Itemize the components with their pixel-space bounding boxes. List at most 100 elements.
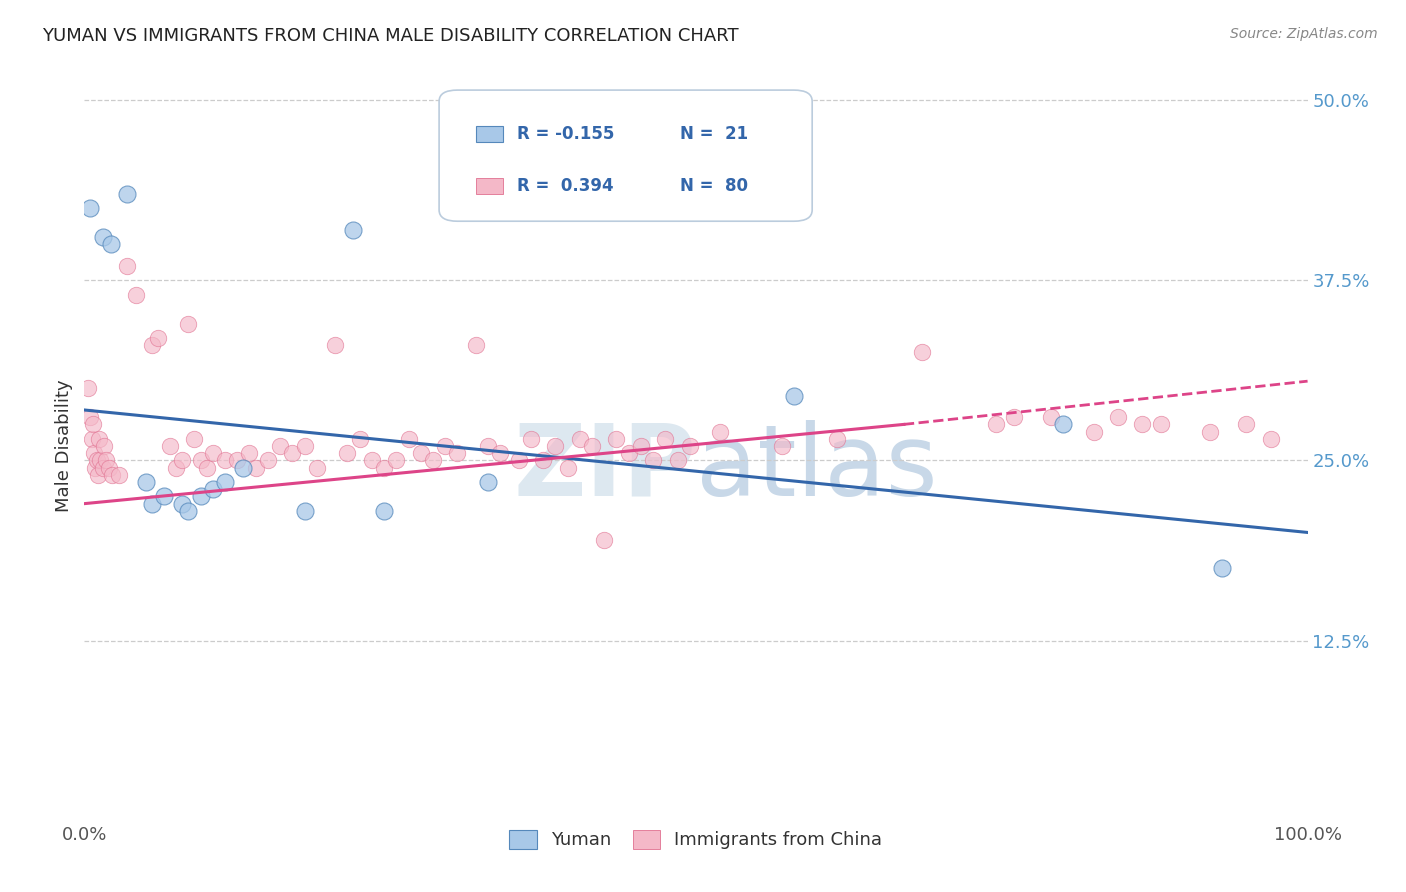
- Point: [1236, 417, 1258, 432]
- Point: [177, 504, 200, 518]
- Point: [183, 432, 205, 446]
- Point: [172, 453, 194, 467]
- Point: [593, 533, 616, 547]
- Point: [172, 497, 194, 511]
- Point: [269, 439, 291, 453]
- Point: [214, 475, 236, 489]
- Point: [679, 439, 702, 453]
- Point: [79, 201, 101, 215]
- Text: atlas: atlas: [696, 420, 938, 517]
- Point: [434, 439, 457, 453]
- Point: [238, 446, 260, 460]
- Point: [349, 432, 371, 446]
- Point: [544, 439, 567, 453]
- Point: [531, 453, 554, 467]
- Point: [336, 446, 359, 460]
- Text: N =  21: N = 21: [681, 125, 748, 143]
- Point: [141, 497, 163, 511]
- Text: ZIP: ZIP: [513, 420, 696, 517]
- Point: [654, 432, 676, 446]
- Point: [77, 381, 100, 395]
- Point: [89, 453, 111, 467]
- Point: [1198, 425, 1220, 439]
- Point: [146, 331, 169, 345]
- FancyBboxPatch shape: [439, 90, 813, 221]
- Text: R = -0.155: R = -0.155: [517, 125, 614, 143]
- Point: [165, 460, 187, 475]
- Point: [911, 345, 934, 359]
- Point: [581, 439, 603, 453]
- Point: [195, 460, 218, 475]
- Text: Source: ZipAtlas.com: Source: ZipAtlas.com: [1230, 27, 1378, 41]
- Point: [984, 417, 1007, 432]
- Point: [86, 453, 108, 467]
- Point: [630, 439, 652, 453]
- Point: [648, 172, 671, 186]
- Point: [101, 467, 124, 482]
- Point: [96, 453, 118, 467]
- Point: [87, 432, 110, 446]
- Point: [1083, 425, 1105, 439]
- Point: [93, 439, 115, 453]
- Point: [80, 432, 103, 446]
- Point: [783, 388, 806, 402]
- Point: [1132, 417, 1154, 432]
- Point: [100, 237, 122, 252]
- Point: [643, 453, 665, 467]
- Point: [477, 475, 499, 489]
- Point: [294, 504, 316, 518]
- Text: R =  0.394: R = 0.394: [517, 178, 614, 195]
- Point: [825, 432, 848, 446]
- Point: [83, 446, 105, 460]
- Point: [709, 425, 731, 439]
- Point: [232, 460, 254, 475]
- Point: [135, 475, 157, 489]
- Point: [1002, 410, 1025, 425]
- Point: [666, 453, 689, 467]
- Point: [125, 287, 148, 301]
- Point: [489, 446, 512, 460]
- Point: [446, 446, 468, 460]
- Point: [141, 338, 163, 352]
- Point: [257, 453, 280, 467]
- Point: [115, 259, 138, 273]
- Point: [1260, 432, 1282, 446]
- Text: YUMAN VS IMMIGRANTS FROM CHINA MALE DISABILITY CORRELATION CHART: YUMAN VS IMMIGRANTS FROM CHINA MALE DISA…: [42, 27, 738, 45]
- Point: [305, 460, 328, 475]
- Point: [605, 432, 627, 446]
- Point: [617, 446, 640, 460]
- Point: [97, 460, 120, 475]
- Point: [770, 439, 793, 453]
- Point: [464, 338, 486, 352]
- Point: [190, 453, 212, 467]
- Point: [294, 439, 316, 453]
- Point: [1107, 410, 1129, 425]
- Point: [422, 453, 444, 467]
- Point: [520, 432, 543, 446]
- Point: [201, 482, 224, 496]
- Point: [1052, 417, 1074, 432]
- Point: [1150, 417, 1173, 432]
- Point: [91, 230, 114, 244]
- Point: [226, 453, 249, 467]
- Point: [477, 439, 499, 453]
- Point: [190, 490, 212, 504]
- Point: [177, 317, 200, 331]
- Point: [159, 439, 181, 453]
- Point: [557, 460, 579, 475]
- Text: N =  80: N = 80: [681, 178, 748, 195]
- Legend: Yuman, Immigrants from China: Yuman, Immigrants from China: [502, 822, 890, 856]
- Point: [281, 446, 304, 460]
- Point: [568, 432, 591, 446]
- Point: [409, 446, 432, 460]
- Point: [373, 504, 395, 518]
- Point: [87, 467, 110, 482]
- Point: [79, 410, 101, 425]
- Point: [1039, 410, 1062, 425]
- Point: [245, 460, 267, 475]
- Point: [115, 186, 138, 201]
- Point: [508, 453, 530, 467]
- Point: [342, 223, 364, 237]
- FancyBboxPatch shape: [475, 126, 503, 142]
- Point: [91, 460, 114, 475]
